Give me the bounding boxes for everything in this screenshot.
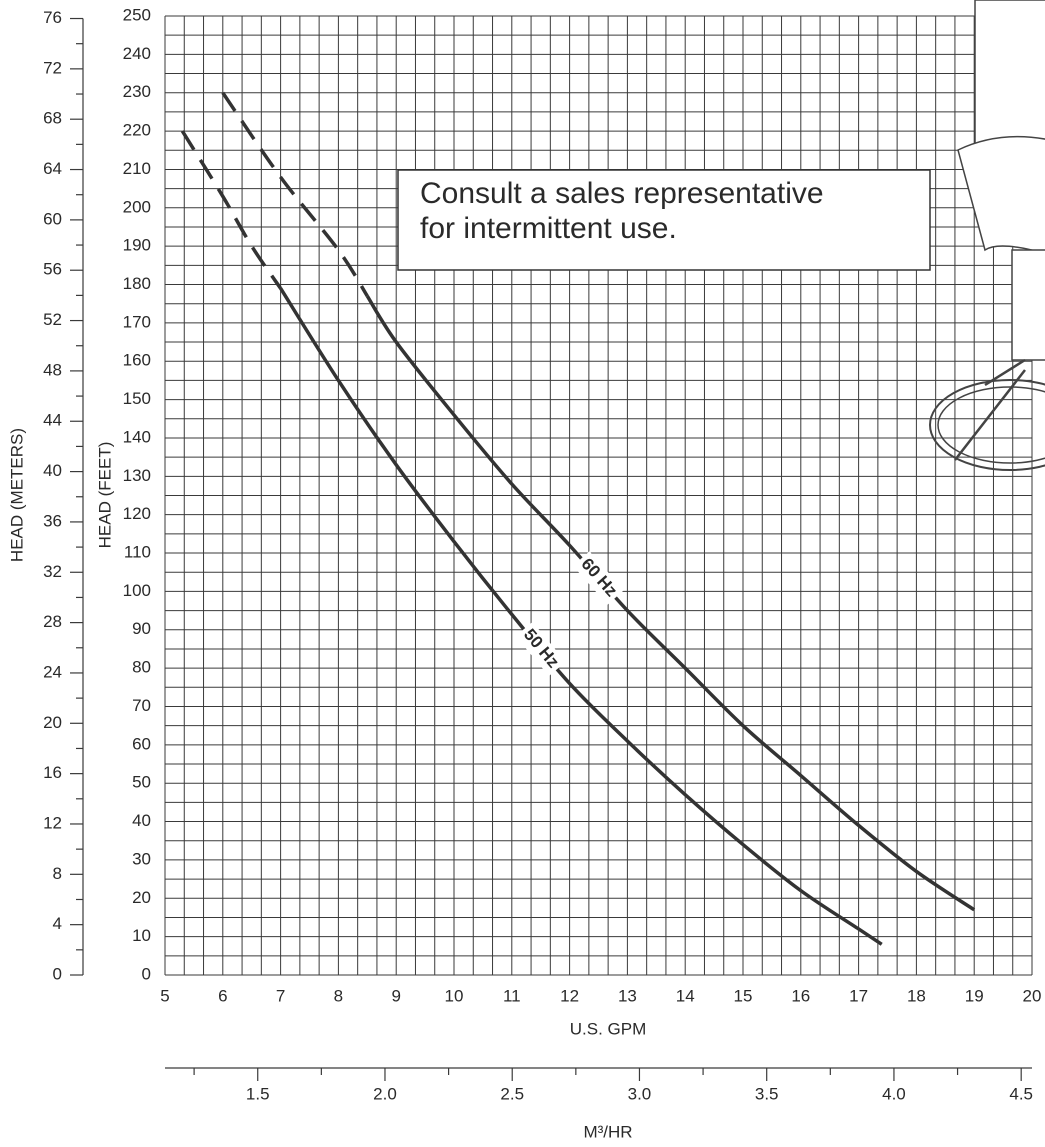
x-tick-label: 16 bbox=[791, 986, 810, 1005]
y-tick-label: 110 bbox=[124, 543, 151, 562]
y2-tick-label: 0 bbox=[53, 964, 62, 983]
y-tick-label: 10 bbox=[132, 926, 151, 945]
y-tick-label: 30 bbox=[132, 849, 151, 868]
y-tick-label: 90 bbox=[132, 619, 151, 638]
x-tick-label: 12 bbox=[560, 986, 579, 1005]
y2-axis-title: HEAD (METERS) bbox=[7, 428, 26, 562]
pump-ring-inner bbox=[937, 386, 1045, 464]
x-tick-label: 7 bbox=[276, 986, 285, 1005]
annotation-box bbox=[397, 169, 931, 271]
y2-tick-label: 36 bbox=[43, 511, 62, 530]
x2-tick-label: 3.5 bbox=[755, 1084, 779, 1103]
y2-tick-label: 72 bbox=[43, 58, 62, 77]
curve-label-bg bbox=[573, 551, 624, 605]
x-axis-title: U.S. GPM bbox=[570, 1019, 647, 1038]
x-tick-label: 15 bbox=[734, 986, 753, 1005]
y-tick-label: 60 bbox=[132, 734, 151, 753]
curve bbox=[279, 287, 883, 946]
y-tick-label: 200 bbox=[123, 197, 151, 216]
y-tick-label: 190 bbox=[123, 236, 151, 255]
pump-ring bbox=[929, 379, 1045, 471]
pump-legs bbox=[954, 358, 1026, 461]
y-tick-label: 140 bbox=[123, 427, 151, 446]
x-tick-label: 11 bbox=[503, 986, 521, 1005]
annotation: for intermittent use. bbox=[420, 212, 677, 245]
y2-tick-label: 40 bbox=[43, 461, 62, 480]
pump-housing bbox=[957, 135, 1045, 255]
y-tick-label: 150 bbox=[123, 389, 151, 408]
curve bbox=[365, 295, 976, 912]
x-tick-label: 18 bbox=[907, 986, 926, 1005]
pump-body bbox=[974, 0, 1045, 151]
y-tick-label: 0 bbox=[142, 964, 151, 983]
y2-tick-label: 56 bbox=[43, 260, 62, 279]
x-tick-label: 6 bbox=[218, 986, 227, 1005]
y2-tick-label: 4 bbox=[53, 914, 62, 933]
y2-tick-label: 64 bbox=[43, 159, 62, 178]
y-tick-label: 100 bbox=[123, 581, 151, 600]
y2-tick-label: 60 bbox=[43, 209, 62, 228]
y2-tick-label: 48 bbox=[43, 360, 62, 379]
y2-tick-label: 44 bbox=[43, 411, 62, 430]
y-tick-label: 210 bbox=[123, 159, 151, 178]
y-tick-label: 170 bbox=[123, 312, 151, 331]
x-tick-label: 9 bbox=[391, 986, 400, 1005]
y2-tick-label: 32 bbox=[43, 562, 62, 581]
y-tick-label: 230 bbox=[123, 82, 151, 101]
x-tick-label: 19 bbox=[965, 986, 984, 1005]
x2-tick-label: 4.5 bbox=[1009, 1084, 1033, 1103]
pump-illustration bbox=[929, 0, 1045, 471]
y-tick-label: 180 bbox=[123, 274, 151, 293]
y2-tick-label: 28 bbox=[43, 612, 62, 631]
x2-axis-title: M³/HR bbox=[583, 1122, 632, 1141]
y-tick-label: 220 bbox=[123, 121, 151, 140]
y-tick-label: 250 bbox=[123, 5, 151, 24]
pump-cage bbox=[1011, 249, 1045, 361]
y2-tick-label: 8 bbox=[53, 864, 62, 883]
x2-tick-label: 4.0 bbox=[882, 1084, 906, 1103]
y-tick-label: 80 bbox=[132, 658, 151, 677]
y-tick-label: 20 bbox=[132, 888, 151, 907]
x2-tick-label: 2.0 bbox=[373, 1084, 397, 1103]
y2-tick-label: 16 bbox=[43, 763, 62, 782]
y-tick-label: 50 bbox=[132, 773, 151, 792]
dashed-curve bbox=[221, 91, 369, 297]
y2-tick-label: 68 bbox=[43, 109, 62, 128]
y-tick-label: 120 bbox=[123, 504, 151, 523]
x2-tick-label: 3.0 bbox=[628, 1084, 652, 1103]
y-tick-label: 70 bbox=[132, 696, 151, 715]
x-tick-label: 5 bbox=[160, 986, 169, 1005]
y2-tick-label: 12 bbox=[43, 813, 62, 832]
curve-label-bg bbox=[515, 621, 566, 676]
y2-tick-label: 20 bbox=[43, 713, 62, 732]
y-tick-label: 160 bbox=[123, 351, 151, 370]
y2-tick-label: 76 bbox=[43, 8, 62, 27]
y2-tick-label: 24 bbox=[43, 662, 62, 681]
x-tick-label: 10 bbox=[445, 986, 464, 1005]
dashed-curve bbox=[180, 130, 283, 290]
y-tick-label: 40 bbox=[132, 811, 151, 830]
y-tick-label: 240 bbox=[123, 44, 151, 63]
curve-label-group: 60 Hz bbox=[573, 551, 624, 605]
x2-tick-label: 1.5 bbox=[246, 1084, 270, 1103]
x-tick-label: 14 bbox=[676, 986, 695, 1005]
x-tick-label: 13 bbox=[618, 986, 637, 1005]
y-tick-label: 130 bbox=[123, 466, 151, 485]
x2-tick-label: 2.5 bbox=[500, 1084, 524, 1103]
x-tick-label: 20 bbox=[1023, 986, 1042, 1005]
grid bbox=[164, 15, 1033, 976]
y-axis-title: HEAD (FEET) bbox=[95, 442, 114, 549]
y2-tick-label: 52 bbox=[43, 310, 62, 329]
x-tick-label: 8 bbox=[334, 986, 343, 1005]
annotation: Consult a sales representative bbox=[420, 177, 824, 210]
x-tick-label: 17 bbox=[849, 986, 868, 1005]
